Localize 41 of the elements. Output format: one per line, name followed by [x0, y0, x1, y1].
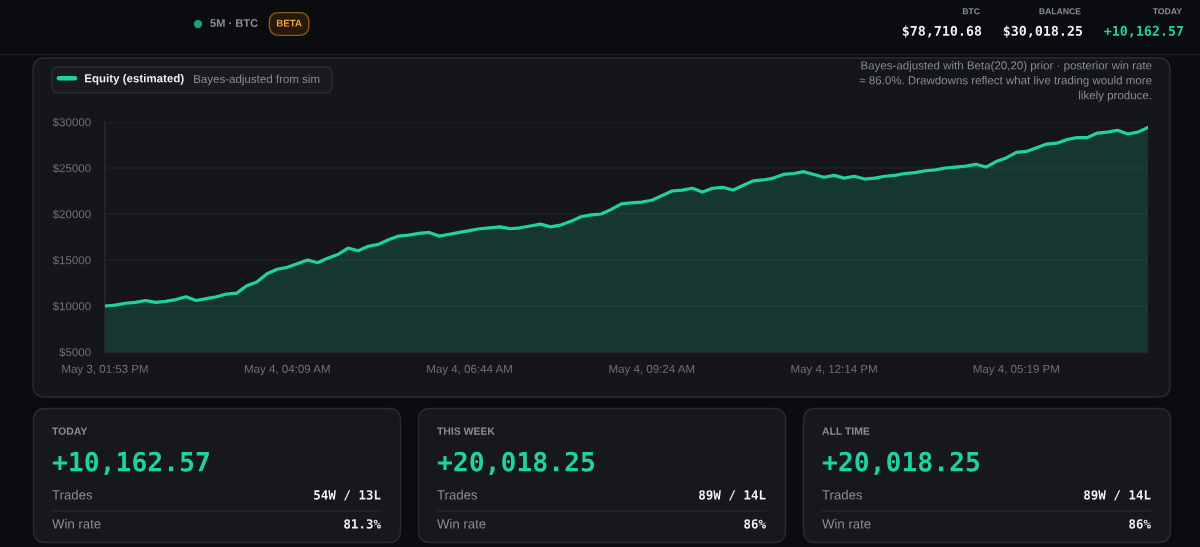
- category-label: Trades: [437, 489, 478, 500]
- x-tick-label: May 3, 01:53 PM: [62, 364, 148, 376]
- text: BETA: [276, 19, 302, 27]
- x-tick-label: May 4, 06:44 AM: [427, 364, 512, 376]
- x-tick-label: May 4, 12:14 PM: [791, 364, 877, 376]
- text: 86%: [1129, 519, 1151, 529]
- text: 81.3%: [344, 519, 381, 529]
- y-tick-label: $15000: [52, 255, 91, 265]
- text: +10,162.57: [52, 451, 209, 475]
- text: 5M · BTC: [210, 19, 258, 27]
- category-label: Trades: [52, 489, 93, 500]
- category-label: Win rate: [822, 518, 871, 529]
- category-label: BTC: [962, 8, 980, 15]
- y-tick-label: $30000: [52, 117, 91, 127]
- text: Bayes-adjusted from sim: [194, 74, 320, 86]
- x-tick-label: May 4, 05:19 PM: [973, 364, 1059, 376]
- text: +20,018.25: [437, 451, 595, 475]
- y-tick-label: $5000: [59, 347, 91, 357]
- text: +20,018.25: [822, 451, 980, 475]
- category-label: Trades: [822, 489, 863, 500]
- text: 89W / 14L: [1084, 490, 1151, 501]
- text: $30,018.25: [1003, 25, 1083, 38]
- text: 86%: [744, 519, 766, 529]
- y-tick-label: $10000: [52, 301, 91, 311]
- y-tick-label: $25000: [52, 163, 91, 173]
- category-label: Win rate: [437, 518, 486, 529]
- text: ALL TIME: [822, 427, 870, 435]
- text: 54W / 13L: [314, 490, 381, 501]
- category-label: Win rate: [52, 518, 101, 529]
- y-tick-label: $20000: [52, 209, 91, 219]
- x-tick-label: May 4, 09:24 AM: [609, 364, 695, 376]
- text: 89W / 14L: [699, 490, 766, 501]
- category-label: TODAY: [1152, 8, 1182, 15]
- text: TODAY: [52, 427, 88, 435]
- category-label: BALANCE: [1039, 8, 1081, 15]
- text: +10,162.57: [1104, 25, 1183, 38]
- x-tick-label: May 4, 04:09 AM: [244, 364, 330, 376]
- text: Bayes-adjusted with Beta(20,20) prior · posterior win rate ≈ 86.0%. Drawdowns reflect what live trading would more likely produce.: [859, 61, 1152, 102]
- text: $78,710.68: [902, 25, 982, 38]
- text: THIS WEEK: [437, 427, 495, 435]
- legend-label: Equity (estimated): [85, 73, 184, 85]
